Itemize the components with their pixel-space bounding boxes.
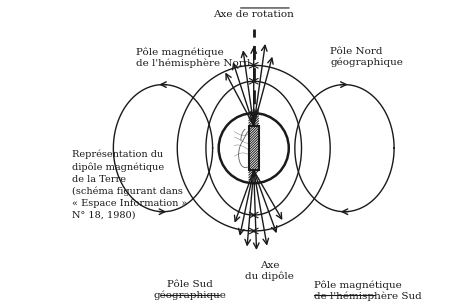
Text: Axe
du dipôle: Axe du dipôle bbox=[245, 261, 294, 281]
Text: Pôle magnétique
de l'hémisphère Sud: Pôle magnétique de l'hémisphère Sud bbox=[314, 280, 422, 301]
Bar bbox=[248, 126, 259, 170]
Text: Pôle Nord
géographique: Pôle Nord géographique bbox=[330, 47, 403, 67]
Circle shape bbox=[219, 113, 289, 183]
Bar bbox=[248, 126, 259, 170]
Text: Pôle magnétique
de l'hémisphère Nord: Pôle magnétique de l'hémisphère Nord bbox=[136, 47, 250, 68]
Text: Représentation du
dipôle magnétique
de la Terre
(schéma figurant dans
« Espace I: Représentation du dipôle magnétique de l… bbox=[72, 150, 188, 220]
Text: Axe de rotation: Axe de rotation bbox=[213, 9, 294, 19]
Text: Pôle Sud
géographique: Pôle Sud géographique bbox=[154, 280, 227, 300]
